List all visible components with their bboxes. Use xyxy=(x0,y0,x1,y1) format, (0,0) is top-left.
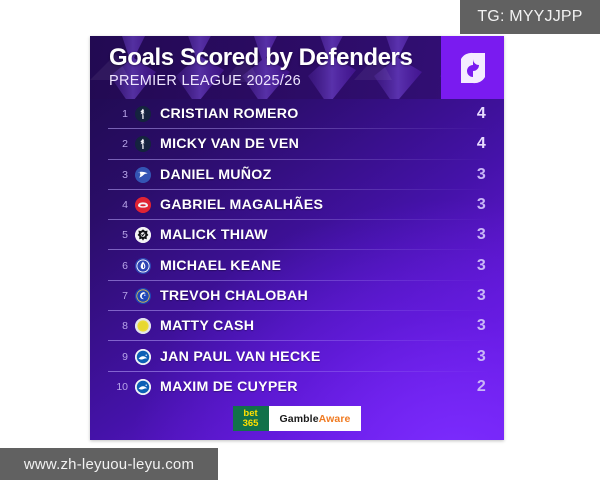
player-name: CRISTIAN ROMERO xyxy=(160,106,299,123)
goals-value: 4 xyxy=(476,105,486,123)
telegram-watermark: TG: MYYJJPP xyxy=(460,0,600,34)
table-row[interactable]: 6 MICHAEL KEANE 3 xyxy=(104,250,490,282)
player-list: 1 CRISTIAN ROMERO 4 2 MICKY VAN DE VEN 4 3 DANI… xyxy=(90,99,504,402)
player-name: MICHAEL KEANE xyxy=(160,257,282,274)
player-name: TREVOH CHALOBAH xyxy=(160,287,308,304)
brighton-badge-icon xyxy=(135,348,151,365)
rank-number: 9 xyxy=(122,350,128,363)
card-subtitle: PREMIER LEAGUE 2025/26 xyxy=(109,73,301,89)
player-name: MALICK THIAW xyxy=(160,227,268,244)
newcastle-badge-icon xyxy=(135,227,151,244)
arsenal-badge-icon xyxy=(135,197,151,214)
table-row[interactable]: 7 TREVOH CHALOBAH 3 xyxy=(104,281,490,312)
rank-number: 7 xyxy=(122,289,128,302)
goals-value: 3 xyxy=(476,317,486,335)
crystal-palace-badge-icon xyxy=(135,166,151,183)
goals-value: 3 xyxy=(476,347,486,365)
rank-number: 6 xyxy=(122,259,128,272)
header-text-block: Goals Scored by Defenders PREMIER LEAGUE… xyxy=(109,44,413,90)
rank-number: 3 xyxy=(122,168,128,181)
card-footer: bet 365 Gamble Aware xyxy=(90,406,504,431)
table-row[interactable]: 9 JAN PAUL VAN HECKE 3 xyxy=(104,341,490,372)
brighton-badge-icon xyxy=(135,378,151,395)
player-name: JAN PAUL VAN HECKE xyxy=(160,348,321,365)
bet365-line2: 365 xyxy=(242,417,259,429)
gambleaware-logo: Gamble Aware xyxy=(269,406,362,431)
player-name: DANIEL MUÑOZ xyxy=(160,166,272,183)
gambleaware-main: Gamble xyxy=(279,412,319,425)
tottenham-badge-icon xyxy=(135,106,151,123)
player-name: GABRIEL MAGALHÃES xyxy=(160,197,324,214)
tottenham-badge-icon xyxy=(135,136,151,153)
goals-value: 4 xyxy=(476,135,486,153)
logo-mark xyxy=(460,52,485,83)
player-name: MAXIM DE CUYPER xyxy=(160,378,298,395)
rank-number: 8 xyxy=(122,320,128,333)
card-header: Goals Scored by Defenders PREMIER LEAGUE… xyxy=(90,36,504,99)
url-watermark: www.zh-leyuou-leyu.com xyxy=(0,448,218,480)
card-title: Goals Scored by Defenders xyxy=(109,44,413,71)
table-row[interactable]: 5 MALICK THIAW 3 xyxy=(104,220,490,251)
rank-number: 10 xyxy=(116,380,128,393)
rank-number: 4 xyxy=(122,199,128,212)
leaderboard-card: Goals Scored by Defenders PREMIER LEAGUE… xyxy=(90,36,504,440)
rank-number: 2 xyxy=(122,138,128,151)
table-row[interactable]: 1 CRISTIAN ROMERO 4 xyxy=(104,99,490,130)
aston-villa-badge-icon xyxy=(135,318,151,335)
table-row[interactable]: 10 MAXIM DE CUYPER 2 xyxy=(104,372,490,402)
sponsor-logos: bet 365 Gamble Aware xyxy=(232,406,362,431)
goals-value: 3 xyxy=(476,165,486,183)
rank-number: 1 xyxy=(122,108,128,121)
goals-value: 3 xyxy=(476,226,486,244)
goals-value: 3 xyxy=(476,256,486,274)
rank-number: 5 xyxy=(122,229,128,242)
gambleaware-accent: Aware xyxy=(318,412,351,425)
goals-value: 2 xyxy=(476,377,486,395)
player-name: MATTY CASH xyxy=(160,318,255,335)
table-row[interactable]: 4 GABRIEL MAGALHÃES 3 xyxy=(104,190,490,221)
table-row[interactable]: 2 MICKY VAN DE VEN 4 xyxy=(104,129,490,160)
table-row[interactable]: 8 MATTY CASH 3 xyxy=(104,311,490,342)
chelsea-badge-icon xyxy=(135,287,151,304)
bet365-logo: bet 365 xyxy=(232,406,269,431)
player-name: MICKY VAN DE VEN xyxy=(160,136,300,153)
squawka-s-logo-icon xyxy=(441,36,504,99)
goals-value: 3 xyxy=(476,286,486,304)
everton-badge-icon xyxy=(135,257,151,274)
bet365-line1: bet xyxy=(243,408,258,419)
table-row[interactable]: 3 DANIEL MUÑOZ 3 xyxy=(104,160,490,191)
goals-value: 3 xyxy=(476,196,486,214)
